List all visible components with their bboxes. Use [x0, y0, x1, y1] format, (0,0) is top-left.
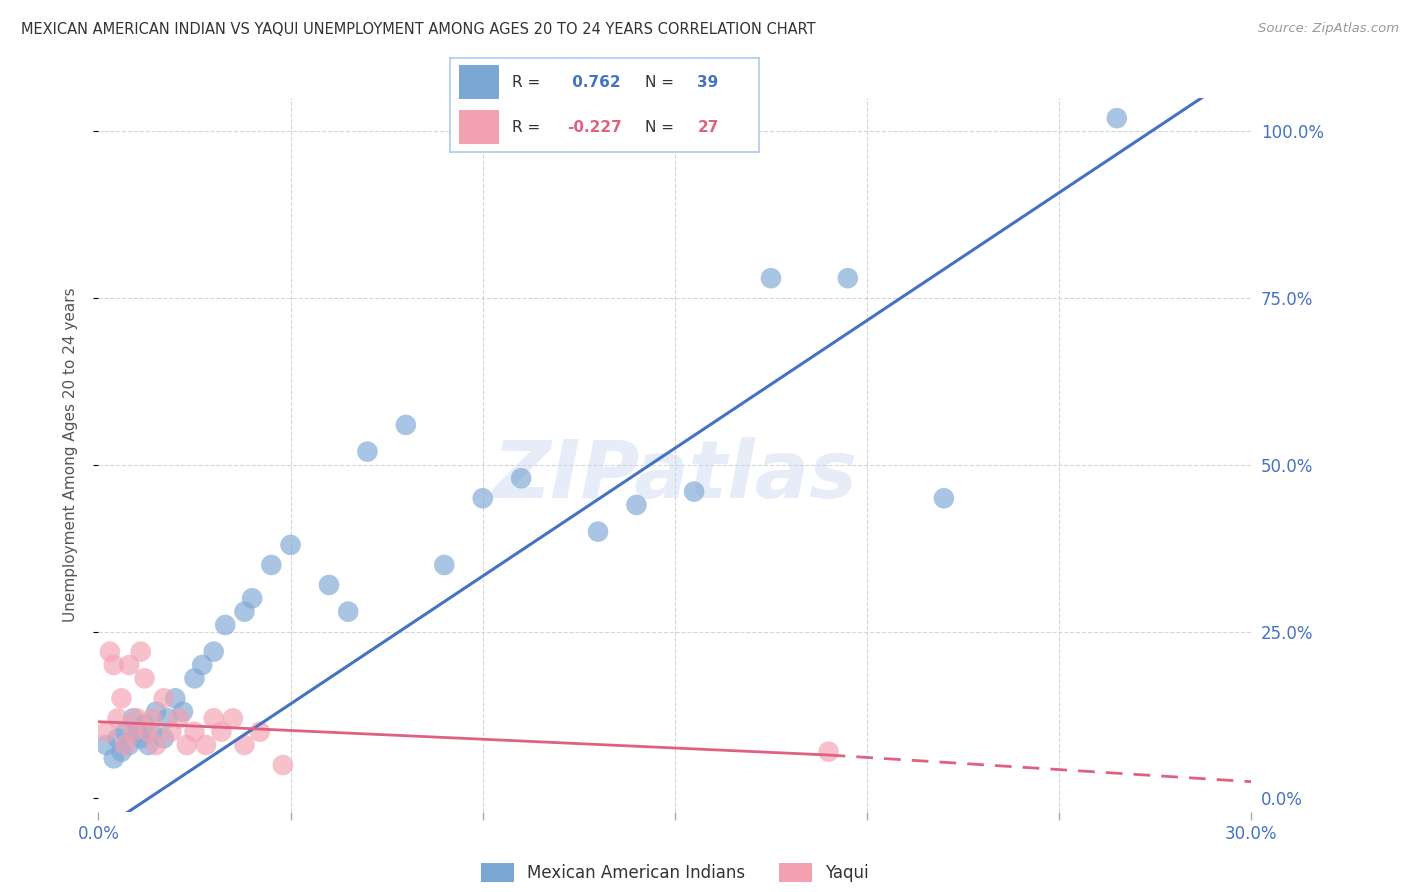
Text: -0.227: -0.227: [568, 120, 623, 135]
Point: [510, 471, 533, 485]
Text: 0.762: 0.762: [568, 75, 621, 90]
Point: [183, 671, 205, 685]
Point: [759, 271, 782, 285]
Bar: [460, 111, 499, 145]
Point: [110, 745, 132, 759]
Text: 39: 39: [697, 75, 718, 90]
Point: [103, 658, 125, 673]
Text: MEXICAN AMERICAN INDIAN VS YAQUI UNEMPLOYMENT AMONG AGES 20 TO 24 YEARS CORRELAT: MEXICAN AMERICAN INDIAN VS YAQUI UNEMPLO…: [21, 22, 815, 37]
Point: [167, 711, 190, 725]
Point: [152, 731, 174, 746]
Point: [129, 645, 152, 659]
Text: Source: ZipAtlas.com: Source: ZipAtlas.com: [1258, 22, 1399, 36]
Point: [271, 758, 294, 772]
Point: [471, 491, 494, 506]
Text: R =: R =: [512, 75, 540, 90]
Point: [318, 578, 340, 592]
Point: [395, 417, 418, 432]
Point: [118, 738, 141, 752]
Point: [202, 645, 225, 659]
Point: [626, 498, 648, 512]
Point: [103, 751, 125, 765]
Point: [141, 724, 163, 739]
Point: [160, 724, 183, 739]
Y-axis label: Unemployment Among Ages 20 to 24 years: Unemployment Among Ages 20 to 24 years: [63, 287, 77, 623]
Point: [107, 731, 129, 746]
Point: [138, 738, 160, 752]
Text: R =: R =: [512, 120, 540, 135]
Point: [249, 724, 271, 739]
Point: [209, 724, 232, 739]
Point: [138, 724, 160, 739]
Point: [183, 724, 205, 739]
Bar: [460, 65, 499, 99]
Point: [107, 711, 129, 725]
Point: [114, 738, 136, 752]
Text: 27: 27: [697, 120, 718, 135]
Point: [202, 711, 225, 725]
Legend: Mexican American Indians, Yaqui: Mexican American Indians, Yaqui: [474, 856, 876, 889]
Point: [233, 738, 256, 752]
Point: [134, 671, 156, 685]
Point: [134, 718, 156, 732]
Point: [118, 658, 141, 673]
Point: [125, 711, 148, 725]
Point: [114, 724, 136, 739]
Point: [122, 711, 145, 725]
Point: [222, 711, 245, 725]
Point: [191, 658, 214, 673]
Point: [94, 738, 117, 752]
Text: ZIPatlas: ZIPatlas: [492, 437, 858, 516]
Point: [433, 558, 456, 572]
Point: [145, 738, 167, 752]
Text: N =: N =: [645, 75, 673, 90]
Point: [152, 691, 174, 706]
Point: [817, 745, 839, 759]
Point: [280, 538, 302, 552]
Point: [214, 618, 236, 632]
Point: [165, 691, 187, 706]
Point: [837, 271, 859, 285]
Point: [98, 645, 121, 659]
Point: [176, 738, 198, 752]
Point: [233, 605, 256, 619]
Point: [1105, 111, 1128, 125]
Point: [260, 558, 283, 572]
Point: [240, 591, 263, 606]
Point: [141, 711, 163, 725]
Point: [586, 524, 609, 539]
Point: [172, 705, 194, 719]
Point: [110, 691, 132, 706]
Point: [195, 738, 218, 752]
Text: N =: N =: [645, 120, 673, 135]
Point: [683, 484, 706, 499]
Point: [932, 491, 955, 506]
Point: [337, 605, 360, 619]
Point: [145, 705, 167, 719]
Point: [156, 711, 179, 725]
Point: [356, 444, 378, 458]
Point: [125, 724, 148, 739]
Point: [122, 724, 145, 739]
Point: [129, 731, 152, 746]
Point: [94, 724, 117, 739]
